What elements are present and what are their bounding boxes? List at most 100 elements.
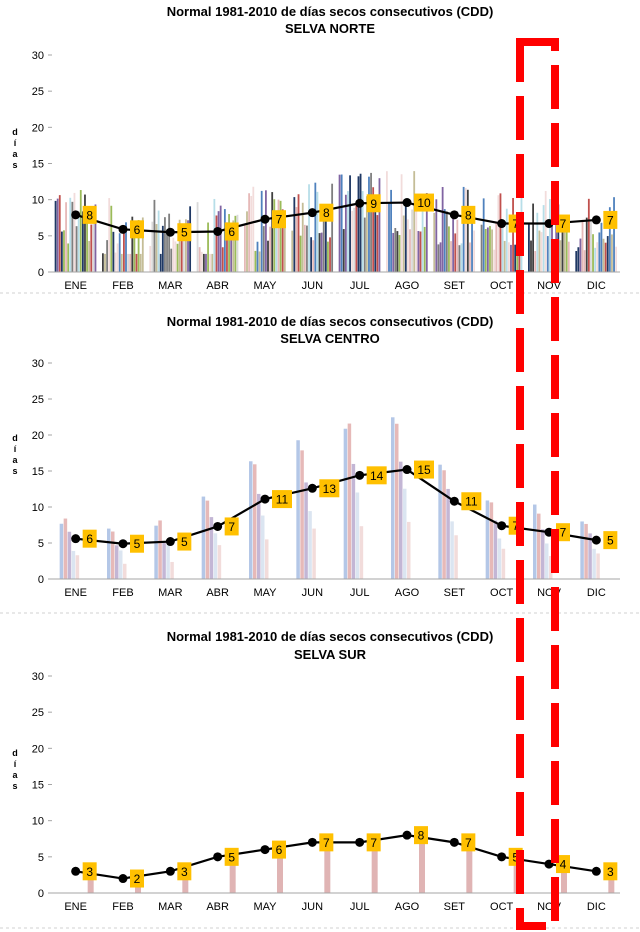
x-tick-label: MAY [253,587,277,599]
data-point [402,198,412,208]
station-bar [56,198,59,272]
station-bar [577,247,580,272]
station-bar [407,521,411,579]
data-label-box [272,490,292,509]
station-bar [123,225,125,272]
station-bar [92,206,95,272]
data-label-box [319,833,334,852]
data-label-box [224,847,239,866]
data-point [355,470,365,480]
data-label: 7 [370,836,377,850]
station-bar [537,513,541,579]
station-bar [592,234,594,272]
y-tick-label: 0 [38,574,44,586]
chart-subtitle: SELVA SUR [294,647,367,662]
station-bar [102,253,104,272]
station-bar [223,209,226,272]
station-bar [301,202,304,272]
station-bar [324,842,331,893]
station-bar [174,241,177,272]
x-tick-label: AGO [395,587,420,599]
x-tick-label: ABR [206,280,229,292]
station-bar [178,219,181,272]
station-bar [386,171,388,272]
station-bar [510,244,512,272]
station-bar [170,248,173,272]
station-bar [200,251,203,272]
station-bar [448,226,450,272]
data-label-box [272,210,286,229]
station-bar [162,542,166,579]
station-bar [331,183,334,272]
station-bar [536,212,539,272]
station-bar [561,864,567,893]
x-tick-label: OCT [490,280,514,292]
station-bar [561,219,564,272]
data-label-box [556,855,570,874]
data-label-box [177,862,192,881]
station-bar [250,195,253,272]
station-bar [329,237,331,272]
station-bar [544,190,547,272]
chart-title: Normal 1981-2010 de días secos consecuti… [167,314,494,329]
station-bar [450,521,454,579]
data-label-box [130,220,144,239]
x-tick-label: JUL [350,587,370,599]
data-label: 8 [465,208,472,222]
station-bar [355,492,360,579]
y-tick-label: 10 [32,816,44,828]
station-bar [376,215,379,272]
data-point [449,210,459,220]
y-tick-label: 20 [32,430,44,442]
station-bar [228,214,230,272]
station-bar [557,204,560,272]
station-bar [277,849,283,893]
station-bar [154,525,158,579]
data-label: 5 [181,226,188,240]
station-bar [549,199,551,272]
y-tick-label: 5 [38,852,44,864]
station-bar [604,242,607,272]
data-point [213,521,223,531]
station-bar [166,229,168,272]
station-bar [217,211,220,272]
data-label-box [414,460,434,479]
station-bar [172,237,175,272]
station-bar [340,174,343,272]
station-bar [75,226,78,272]
station-bar [65,202,67,272]
station-bar [281,209,284,272]
chart-title: Normal 1981-2010 de días secos consecuti… [167,629,494,644]
data-point [307,483,317,493]
x-tick-label: AGO [395,901,420,913]
station-bar [353,207,356,272]
data-label-box [82,205,97,224]
x-tick-label: JUL [350,901,370,913]
station-bar [316,191,319,272]
station-bar [442,470,446,579]
station-bar [608,871,615,893]
station-bar [425,193,428,272]
station-bar [602,238,605,272]
station-bar [532,203,534,272]
station-bar [466,189,469,272]
station-bar [400,174,403,272]
station-bar [540,232,543,272]
station-bar [394,228,397,272]
data-point [118,539,128,549]
data-label: 3 [607,865,614,879]
station-bar [482,198,485,272]
station-bar [209,517,214,579]
station-bar [295,207,298,272]
station-bar [368,176,370,272]
station-bar [211,253,214,272]
station-bar [417,230,420,272]
station-bar [485,500,490,579]
station-bar [86,218,88,272]
station-bar [514,244,517,272]
station-bar [423,226,426,272]
station-bar [503,240,506,272]
station-bar [196,202,199,272]
data-label: 7 [228,520,235,534]
station-bar [161,225,164,272]
